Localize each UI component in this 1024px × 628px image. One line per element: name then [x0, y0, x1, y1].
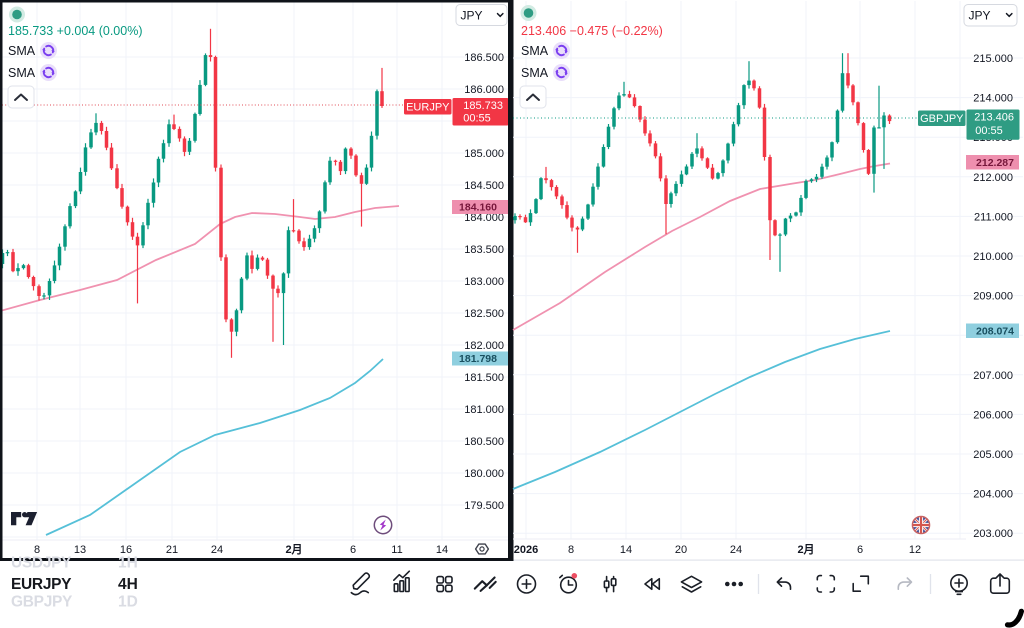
svg-text:212.287: 212.287 [976, 157, 1014, 169]
svg-text:16: 16 [120, 544, 132, 556]
svg-text:182.000: 182.000 [464, 340, 504, 352]
svg-text:24: 24 [211, 544, 223, 556]
svg-text:SMA: SMA [8, 44, 36, 58]
svg-text:8: 8 [568, 544, 574, 556]
svg-text:6: 6 [350, 544, 356, 556]
svg-text:212.000: 212.000 [973, 172, 1013, 184]
svg-text:14: 14 [620, 544, 632, 556]
svg-text:206.000: 206.000 [973, 409, 1013, 421]
svg-text:213.406 −0.475 (−0.22%): 213.406 −0.475 (−0.22%) [521, 24, 663, 38]
svg-text:209.000: 209.000 [973, 291, 1013, 303]
svg-text:GBPJPY: GBPJPY [920, 113, 964, 125]
svg-text:00:55: 00:55 [975, 125, 1003, 137]
svg-text:181.000: 181.000 [464, 404, 504, 416]
svg-text:204.000: 204.000 [973, 489, 1013, 501]
svg-text:184.160: 184.160 [459, 202, 497, 214]
svg-text:SMA: SMA [521, 44, 549, 58]
svg-text:2月: 2月 [797, 543, 814, 556]
svg-text:185.000: 185.000 [464, 148, 504, 160]
svg-text:182.500: 182.500 [464, 308, 504, 320]
svg-text:JPY: JPY [969, 9, 991, 23]
svg-text:184.500: 184.500 [464, 180, 504, 192]
svg-text:183.500: 183.500 [464, 244, 504, 256]
svg-text:205.000: 205.000 [973, 449, 1013, 461]
svg-text:2026: 2026 [514, 544, 538, 556]
svg-text:179.500: 179.500 [464, 500, 504, 512]
svg-text:185.733 +0.004 (0.00%): 185.733 +0.004 (0.00%) [8, 24, 142, 38]
svg-text:1H: 1H [118, 555, 138, 572]
svg-text:211.000: 211.000 [974, 211, 1013, 223]
svg-text:183.000: 183.000 [464, 276, 504, 288]
svg-text:203.000: 203.000 [973, 528, 1013, 540]
svg-text:14: 14 [436, 544, 448, 556]
svg-text:EURJPY: EURJPY [11, 576, 72, 593]
svg-text:2月: 2月 [285, 543, 302, 556]
svg-text:180.000: 180.000 [464, 468, 504, 480]
svg-text:180.500: 180.500 [464, 436, 504, 448]
svg-text:SMA: SMA [521, 66, 549, 80]
svg-text:GBPJPY: GBPJPY [11, 594, 73, 611]
svg-text:12: 12 [909, 544, 921, 556]
svg-text:8: 8 [34, 544, 40, 556]
svg-text:186.500: 186.500 [464, 52, 504, 64]
svg-text:00:55: 00:55 [463, 113, 491, 125]
svg-text:210.000: 210.000 [973, 251, 1013, 263]
svg-text:6: 6 [857, 544, 863, 556]
svg-text:24: 24 [730, 544, 742, 556]
svg-text:1D: 1D [118, 594, 138, 611]
svg-text:207.000: 207.000 [973, 370, 1013, 382]
svg-text:SMA: SMA [8, 66, 36, 80]
svg-text:JPY: JPY [461, 9, 483, 23]
svg-text:184.000: 184.000 [464, 212, 504, 224]
svg-text:181.500: 181.500 [464, 372, 504, 384]
svg-text:11: 11 [391, 544, 402, 556]
svg-text:13: 13 [74, 544, 86, 556]
svg-text:186.000: 186.000 [464, 84, 504, 96]
svg-text:213.406: 213.406 [974, 112, 1014, 124]
svg-text:21: 21 [166, 544, 178, 556]
svg-text:EURJPY: EURJPY [406, 102, 450, 114]
svg-text:20: 20 [675, 544, 687, 556]
svg-text:181.798: 181.798 [459, 353, 497, 365]
svg-text:214.000: 214.000 [973, 93, 1013, 105]
svg-text:USDJPY: USDJPY [11, 555, 72, 572]
svg-text:208.074: 208.074 [976, 326, 1014, 338]
svg-text:4H: 4H [118, 576, 138, 593]
svg-text:215.000: 215.000 [973, 53, 1013, 65]
svg-text:185.733: 185.733 [463, 100, 503, 112]
